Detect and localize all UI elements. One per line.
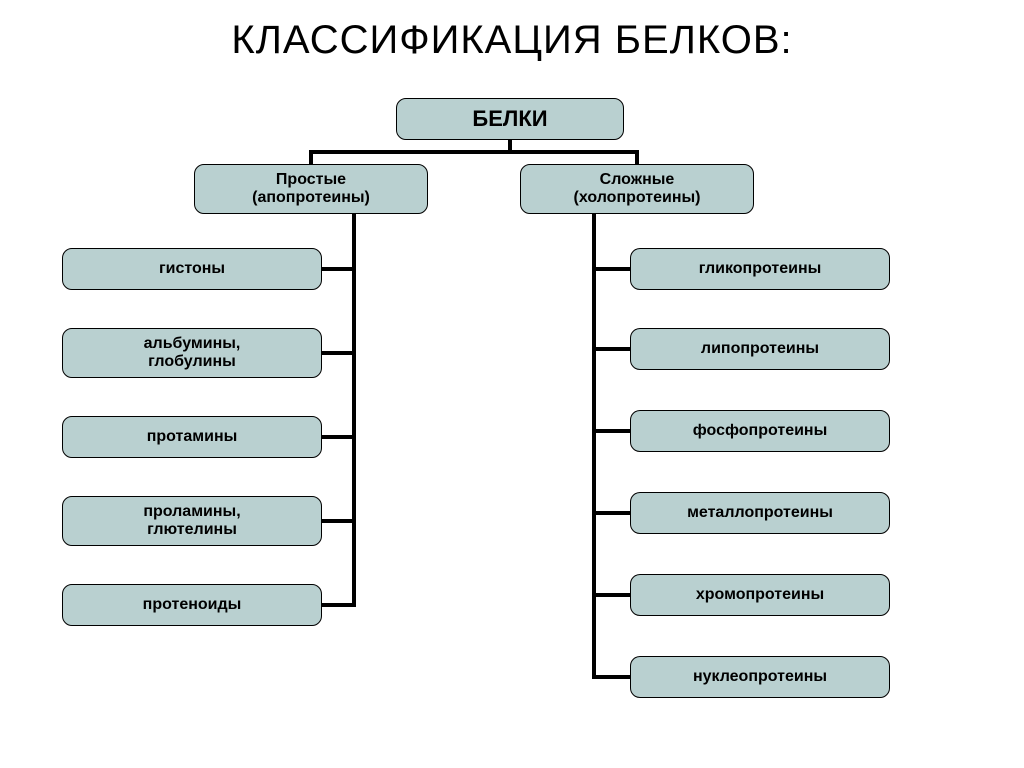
leaf-complex-5-label: нуклеопротеины — [693, 668, 827, 686]
leaf-simple-4-label: протеноиды — [143, 596, 242, 614]
leaf-complex-1-label: липопротеины — [701, 340, 819, 358]
leaf-complex-0-label: гликопротеины — [699, 260, 822, 278]
leaf-complex-3-label: металлопротеины — [687, 504, 833, 522]
leaf-simple-0: гистоны — [62, 248, 322, 290]
branch-simple: Простые (апопротеины) — [194, 164, 428, 214]
leaf-simple-2: протамины — [62, 416, 322, 458]
page-title: КЛАССИФИКАЦИЯ БЕЛКОВ: — [0, 18, 1024, 63]
leaf-simple-3: проламины, глютелины — [62, 496, 322, 546]
leaf-simple-3-label: проламины, глютелины — [143, 503, 240, 540]
leaf-complex-1: липопротеины — [630, 328, 890, 370]
branch-complex-label: Сложные (холопротеины) — [574, 171, 701, 208]
branch-simple-label: Простые (апопротеины) — [252, 171, 370, 208]
leaf-complex-4: хромопротеины — [630, 574, 890, 616]
branch-complex: Сложные (холопротеины) — [520, 164, 754, 214]
leaf-complex-2: фосфопротеины — [630, 410, 890, 452]
leaf-complex-3: металлопротеины — [630, 492, 890, 534]
leaf-simple-4: протеноиды — [62, 584, 322, 626]
root-node: БЕЛКИ — [396, 98, 624, 140]
root-node-label: БЕЛКИ — [472, 106, 547, 131]
leaf-complex-5: нуклеопротеины — [630, 656, 890, 698]
leaf-simple-1: альбумины, глобулины — [62, 328, 322, 378]
leaf-complex-4-label: хромопротеины — [696, 586, 824, 604]
leaf-complex-0: гликопротеины — [630, 248, 890, 290]
leaf-complex-2-label: фосфопротеины — [693, 422, 828, 440]
leaf-simple-1-label: альбумины, глобулины — [144, 335, 241, 372]
leaf-simple-2-label: протамины — [147, 428, 238, 446]
leaf-simple-0-label: гистоны — [159, 260, 225, 278]
